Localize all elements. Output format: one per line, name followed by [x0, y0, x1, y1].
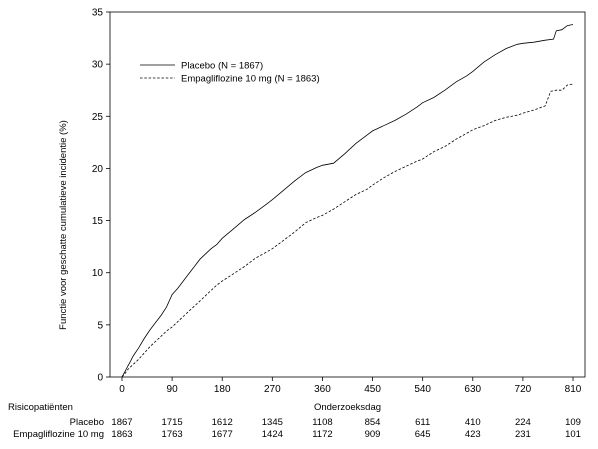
- risk-cell: 231: [514, 429, 531, 440]
- risk-row-label: Empagliflozine 10 mg: [13, 429, 104, 440]
- legend-entry: Placebo (N = 1867): [181, 61, 263, 72]
- y-tick-label: 20: [92, 164, 104, 175]
- x-tick-label: 720: [515, 384, 532, 395]
- risk-cell: 1863: [111, 429, 133, 440]
- axes: [106, 11, 586, 381]
- series-line-placebo: [121, 24, 574, 378]
- series-lines: [121, 24, 574, 378]
- risk-cell: 1677: [211, 429, 233, 440]
- y-tick-label: 5: [97, 320, 103, 331]
- y-tick-label: 25: [92, 112, 104, 123]
- x-tick-label: 810: [565, 384, 582, 395]
- risk-cell: 1867: [111, 417, 133, 428]
- tick-labels: 0 5 10 15 20 25 30 35 0 90 180 270 360 450 540 630 720 81…: [92, 8, 582, 396]
- plot-frame: [109, 11, 586, 378]
- x-tick-label: 630: [464, 384, 481, 395]
- y-axis-label: Functie voor geschatte cumulatieve incid…: [58, 120, 69, 330]
- risk-cell: 109: [565, 417, 581, 428]
- x-tick-label: 540: [414, 384, 431, 395]
- y-tick-label: 15: [92, 216, 104, 227]
- x-tick-label: 0: [119, 384, 125, 395]
- x-tick-label: 90: [167, 384, 179, 395]
- risk-cell: 1345: [261, 417, 283, 428]
- risk-cell: 611: [415, 417, 431, 428]
- risk-cell: 1763: [161, 429, 183, 440]
- risk-row-label: Placebo: [69, 417, 104, 428]
- y-tick-label: 0: [97, 373, 103, 384]
- risk-cell: 1715: [161, 417, 183, 428]
- risk-cell: 1612: [211, 417, 233, 428]
- risk-cell: 1172: [312, 429, 333, 440]
- x-axis-label: Onderzoeksdag: [313, 402, 382, 413]
- risk-cell: 101: [565, 429, 581, 440]
- risk-cell: 645: [414, 429, 431, 440]
- series-line-empagliflozine: [121, 83, 574, 378]
- y-tick-label: 35: [92, 8, 104, 19]
- legend-entry: Empagliflozine 10 mg (N = 1863): [181, 74, 320, 85]
- risk-cell: 909: [364, 429, 381, 440]
- risk-cell: 1424: [261, 429, 283, 440]
- risk-cell: 854: [364, 417, 381, 428]
- risk-table-title: Risicopatiënten: [8, 402, 73, 413]
- cumulative-incidence-chart: 0 5 10 15 20 25 30 35 0 90 180 270 360 450 540 630 720 81…: [58, 8, 586, 396]
- x-tick-label: 360: [314, 384, 331, 395]
- x-tick-label: 270: [264, 384, 281, 395]
- y-tick-label: 10: [92, 268, 104, 279]
- x-tick-label: 180: [214, 384, 231, 395]
- y-tick-label: 30: [92, 60, 104, 71]
- risk-cell: 1108: [312, 417, 333, 428]
- x-tick-label: 450: [364, 384, 381, 395]
- risk-table: Risicopatiënten Onderzoeksdag Placebo 186…: [0, 402, 598, 449]
- risk-cell: 423: [464, 429, 481, 440]
- risk-cell: 410: [464, 417, 481, 428]
- risk-cell: 224: [514, 417, 531, 428]
- legend: Placebo (N = 1867) Empagliflozine 10 mg (…: [140, 61, 320, 85]
